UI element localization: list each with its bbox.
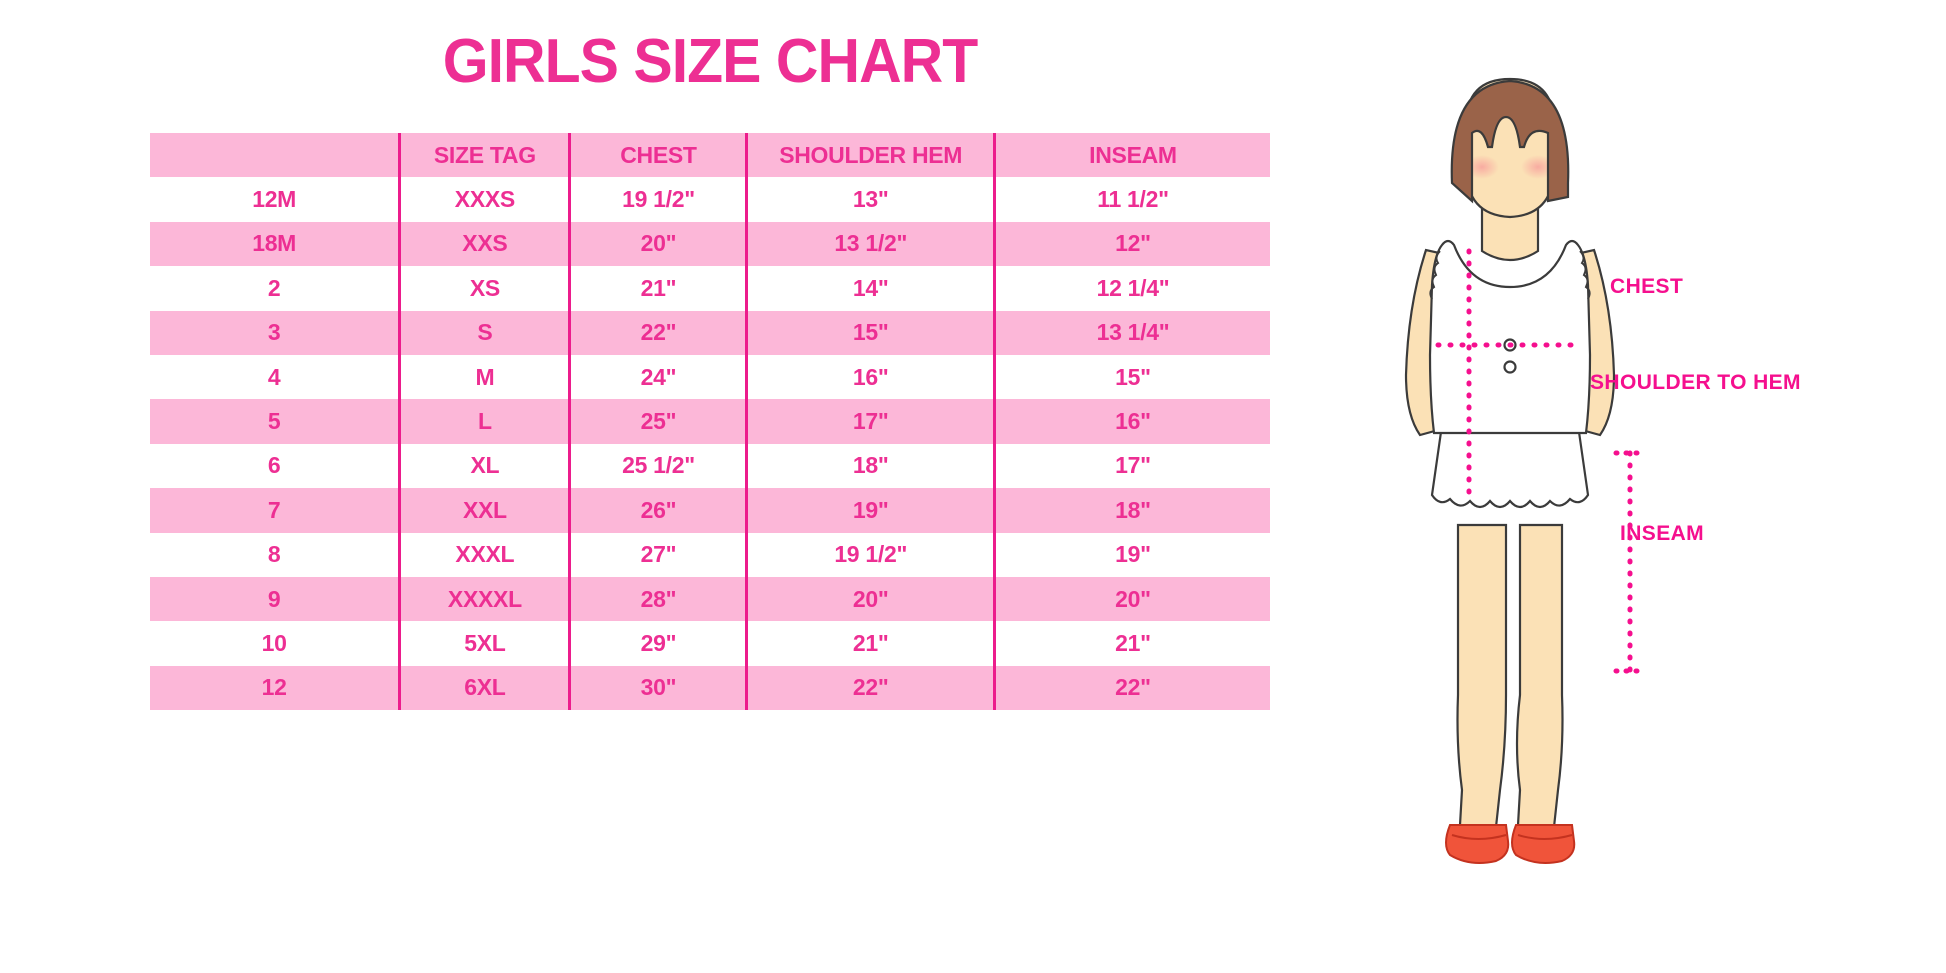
cell-size: 7 [267, 496, 281, 523]
cell-size: 12M [252, 186, 297, 213]
cell-size-tag: XXXS [398, 177, 570, 222]
cell-chest: 22" [568, 310, 747, 355]
table-row: 3 S 22" 15" 13 1/4" [150, 310, 1270, 355]
size-chart-table: SIZE TAG CHEST SHOULDER HEM INSEAM 12M XX… [150, 133, 1270, 711]
column-header-chest: CHEST [568, 133, 747, 178]
cell-shoulder-hem: 20" [745, 576, 995, 622]
cell-shoulder-hem: 16" [745, 354, 995, 400]
table-body: 12M XXXS 19 1/2" 13" 11 1/2" 18M XXS 20" 13 1/2"… [150, 177, 1270, 711]
cell-shoulder-hem: 17" [745, 399, 995, 444]
label-shoulder-to-hem: SHOULDER TO HEM [1590, 371, 1801, 394]
cell-size: 6 [267, 452, 281, 479]
cell-chest: 24" [568, 354, 747, 400]
table-row: 5 L 25" 17" 16" [150, 399, 1270, 444]
top-garment-shape [1428, 239, 1592, 435]
cell-inseam: 15" [992, 354, 1270, 400]
table-row: 2 XS 21" 14" 12 1/4" [150, 266, 1270, 311]
column-header-shoulder-hem: SHOULDER HEM [745, 133, 995, 178]
cell-inseam: 12" [992, 221, 1270, 267]
cell-chest: 20" [568, 221, 747, 267]
table-header-row: SIZE TAG CHEST SHOULDER HEM INSEAM [150, 133, 1270, 178]
cell-chest: 27" [568, 532, 747, 577]
cell-inseam: 11 1/2" [992, 177, 1270, 222]
cell-inseam: 20" [992, 576, 1270, 622]
cell-size: 8 [267, 541, 281, 568]
page-title: GIRLS SIZE CHART [442, 27, 979, 96]
cell-size-tag: XXL [398, 488, 570, 533]
table-row: 18M XXS 20" 13 1/2" 12" [150, 221, 1270, 267]
cell-inseam: 13 1/4" [992, 310, 1270, 355]
cell-size-tag: XXXXL [398, 576, 570, 622]
cell-size: 12 [261, 674, 287, 701]
table-header: SIZE TAG CHEST SHOULDER HEM INSEAM [150, 133, 1270, 178]
cell-shoulder-hem: 19" [745, 488, 995, 533]
cell-size-tag: XS [398, 266, 570, 311]
cell-shoulder-hem: 21" [745, 621, 995, 666]
shoes-shape [1445, 824, 1576, 864]
column-header-size [150, 133, 400, 177]
table-row: 12M XXXS 19 1/2" 13" 11 1/2" [150, 177, 1270, 222]
column-header-inseam: INSEAM [992, 133, 1270, 178]
cell-inseam: 21" [992, 621, 1270, 666]
cell-chest: 29" [568, 621, 747, 666]
hair-shape [1450, 79, 1570, 204]
cell-shoulder-hem: 14" [745, 266, 995, 311]
table-row: 4 M 24" 16" 15" [150, 354, 1270, 400]
cell-inseam: 19" [992, 532, 1270, 577]
cell-shoulder-hem: 15" [745, 310, 995, 355]
table-row: 8 XXXL 27" 19 1/2" 19" [150, 532, 1270, 577]
cell-size-tag: L [398, 399, 570, 444]
cell-size-tag: XXXL [398, 532, 570, 577]
table-row: 10 5XL 29" 21" 21" [150, 621, 1270, 666]
cell-shoulder-hem: 18" [745, 443, 995, 489]
cell-size-tag: 6XL [398, 665, 570, 711]
girl-figure-illustration [1330, 55, 1690, 885]
cell-size-tag: XL [398, 443, 570, 489]
cell-size: 5 [267, 408, 281, 435]
cell-inseam: 17" [992, 443, 1270, 489]
cell-chest: 21" [568, 266, 747, 311]
cell-size-tag: 5XL [398, 621, 570, 666]
cell-shoulder-hem: 13 1/2" [745, 221, 995, 267]
cell-size-tag: M [398, 354, 570, 400]
table-row: 9 XXXXL 28" 20" 20" [150, 576, 1270, 622]
cell-chest: 19 1/2" [568, 177, 747, 222]
cell-chest: 28" [568, 576, 747, 622]
column-header-size-tag: SIZE TAG [398, 133, 570, 178]
cell-chest: 25 1/2" [568, 443, 747, 489]
cell-inseam: 12 1/4" [992, 266, 1270, 311]
cell-size: 3 [267, 319, 281, 346]
cell-inseam: 22" [992, 665, 1270, 711]
label-chest: CHEST [1610, 275, 1684, 298]
cell-size-tag: S [398, 310, 570, 355]
cell-chest: 30" [568, 665, 747, 711]
cell-inseam: 18" [992, 488, 1270, 533]
neck-shape [1480, 203, 1540, 262]
inseam-dotted-line [1613, 450, 1647, 674]
cell-size: 9 [267, 585, 281, 612]
table-row: 6 XL 25 1/2" 18" 17" [150, 443, 1270, 489]
cell-size-tag: XXS [398, 221, 570, 267]
cell-size: 10 [261, 629, 287, 656]
cell-shoulder-hem: 19 1/2" [745, 532, 995, 577]
cell-size: 4 [267, 363, 281, 390]
table-row: 12 6XL 30" 22" 22" [150, 665, 1270, 711]
label-inseam: INSEAM [1620, 522, 1705, 545]
table-row: 7 XXL 26" 19" 18" [150, 488, 1270, 533]
cell-size: 2 [267, 274, 281, 301]
skirt-shape [1430, 423, 1590, 509]
cell-size: 18M [252, 230, 297, 257]
cell-inseam: 16" [992, 399, 1270, 444]
cell-shoulder-hem: 13" [745, 177, 995, 222]
cell-chest: 26" [568, 488, 747, 533]
cell-shoulder-hem: 22" [745, 665, 995, 711]
cell-chest: 25" [568, 399, 747, 444]
legs-shape [1456, 523, 1564, 829]
